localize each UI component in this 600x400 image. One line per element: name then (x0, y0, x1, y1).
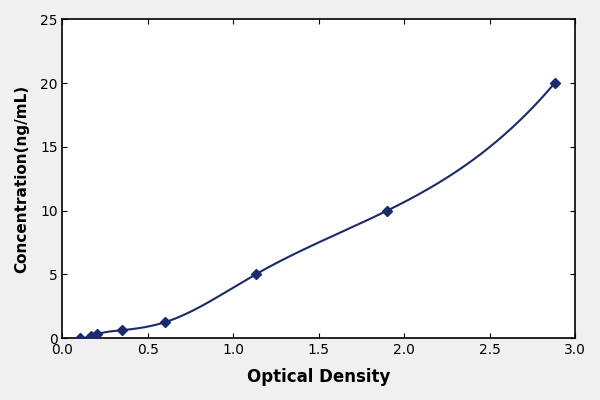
Y-axis label: Concentration(ng/mL): Concentration(ng/mL) (14, 85, 29, 273)
X-axis label: Optical Density: Optical Density (247, 368, 391, 386)
